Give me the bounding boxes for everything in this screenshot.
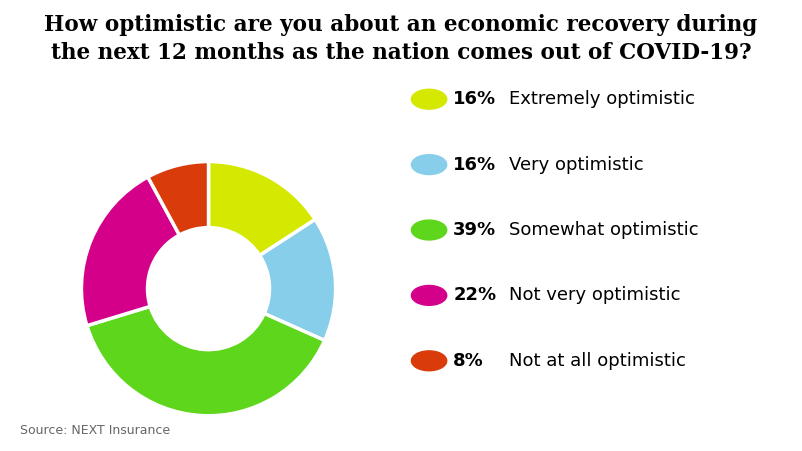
Text: Extremely optimistic: Extremely optimistic bbox=[509, 90, 695, 108]
Wedge shape bbox=[82, 177, 180, 326]
Text: Not at all optimistic: Not at all optimistic bbox=[509, 352, 687, 370]
Text: 8%: 8% bbox=[453, 352, 484, 370]
Wedge shape bbox=[260, 220, 335, 341]
Text: 16%: 16% bbox=[453, 156, 496, 174]
Text: Not very optimistic: Not very optimistic bbox=[509, 286, 681, 304]
Text: 39%: 39% bbox=[453, 221, 496, 239]
Text: 16%: 16% bbox=[453, 90, 496, 108]
Text: Somewhat optimistic: Somewhat optimistic bbox=[509, 221, 699, 239]
Wedge shape bbox=[148, 161, 209, 235]
Wedge shape bbox=[87, 306, 325, 416]
Text: Source: NEXT Insurance: Source: NEXT Insurance bbox=[20, 424, 170, 437]
Text: How optimistic are you about an economic recovery during
the next 12 months as t: How optimistic are you about an economic… bbox=[44, 14, 758, 64]
Wedge shape bbox=[209, 161, 315, 255]
Text: Very optimistic: Very optimistic bbox=[509, 156, 644, 174]
Text: 22%: 22% bbox=[453, 286, 496, 304]
